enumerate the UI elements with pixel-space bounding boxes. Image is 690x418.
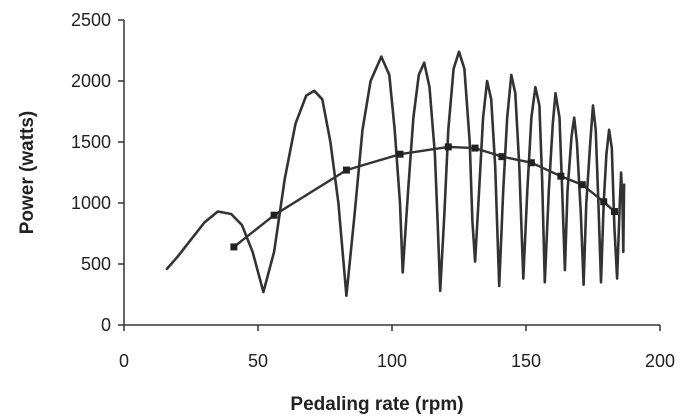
mean-power-marker [527,159,535,167]
mean-power-marker [578,181,586,189]
power-oscillation-line [165,50,626,298]
mean-power-marker [396,150,404,158]
mean-power-marker [610,208,618,216]
x-axis-title: Pedaling rate (rpm) [290,394,463,415]
y-tick-label: 1500 [71,132,111,152]
mean-power-marker [444,143,452,151]
mean-power-marker [342,166,350,174]
mean-power-marker [498,153,506,161]
mean-power-marker [471,144,479,152]
y-tick-label: 0 [101,315,111,335]
y-tick-label: 2000 [71,71,111,91]
x-tick-label: 100 [377,351,407,371]
series-layer [165,50,626,298]
mean-power-line [232,145,616,249]
y-ticks: 0 500 1000 1500 2000 2500 [71,10,124,335]
y-tick-label: 500 [81,254,111,274]
x-tick-label: 0 [119,351,129,371]
mean-power-marker [230,243,238,251]
x-tick-label: 50 [248,351,268,371]
x-tick-label: 150 [511,351,541,371]
mean-power-marker [600,198,608,206]
x-tick-label: 200 [645,351,675,371]
x-ticks: 0 50 100 150 200 [119,325,675,371]
y-tick-label: 1000 [71,193,111,213]
y-axis-title: Power (watts) [17,111,38,235]
y-tick-label: 2500 [71,10,111,30]
mean-power-marker [270,211,278,219]
mean-power-marker [557,172,565,180]
